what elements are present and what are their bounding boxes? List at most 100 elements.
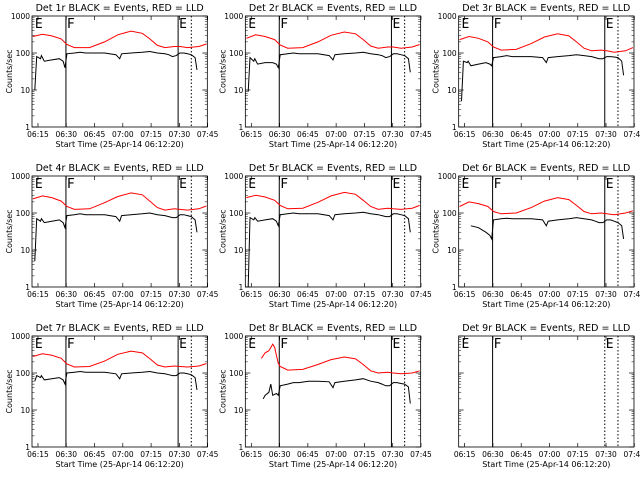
plot-frame	[31, 335, 208, 448]
y-axis-label: Counts/sec	[432, 49, 441, 93]
y-tick-label: 100	[442, 49, 457, 58]
y-axis-label: Counts/sec	[218, 209, 227, 253]
y-tick-label: 1000	[11, 172, 30, 181]
x-tick-label: 07:00	[112, 290, 134, 299]
x-tick-label: 06:15	[27, 130, 49, 139]
y-tick-label: 1	[25, 443, 30, 452]
x-tick-label: 06:15	[240, 450, 262, 459]
x-tick-label: 07:00	[112, 450, 134, 459]
lld-series-line	[246, 31, 420, 49]
x-tick-label: 06:45	[84, 130, 106, 139]
plot-frame	[31, 15, 208, 128]
flag-label-f: F	[494, 17, 502, 32]
y-tick-label: 10	[447, 86, 457, 95]
plot-frame	[458, 15, 635, 128]
x-tick-label: 07:30	[595, 130, 617, 139]
y-tick-label: 10	[234, 86, 244, 95]
y-axis-label: Counts/sec	[218, 369, 227, 413]
y-tick-label: 1000	[438, 172, 457, 181]
plot-frame	[458, 335, 635, 448]
y-tick-label: 100	[229, 369, 244, 378]
x-tick-label: 07:00	[539, 290, 561, 299]
y-tick-label: 1	[239, 443, 244, 452]
x-tick-label: 07:30	[595, 450, 617, 459]
x-axis-label: Start Time (25-Apr-14 06:12:20)	[56, 140, 184, 149]
x-tick-label: 07:15	[354, 290, 376, 299]
y-tick-label: 1000	[224, 332, 243, 341]
lld-series-line	[246, 191, 420, 210]
x-tick-label: 06:15	[454, 450, 476, 459]
flag-label-e: E	[392, 337, 400, 352]
flag-label-e: E	[35, 337, 43, 352]
y-tick-label: 10	[234, 406, 244, 415]
x-tick-label: 06:15	[27, 290, 49, 299]
y-tick-label: 10	[447, 246, 457, 255]
x-tick-label: 07:15	[354, 130, 376, 139]
y-axis-label: Counts/sec	[218, 49, 227, 93]
y-axis-label: Counts/sec	[5, 369, 14, 413]
y-tick-label: 100	[16, 209, 31, 218]
x-tick-label: 07:30	[169, 450, 191, 459]
y-tick-label: 1	[25, 283, 30, 292]
flag-label-e: E	[392, 17, 400, 32]
x-tick-label: 06:15	[240, 130, 262, 139]
x-tick-label: 07:15	[140, 290, 162, 299]
y-tick-label: 10	[20, 86, 30, 95]
x-tick-label: 06:30	[269, 130, 291, 139]
flag-label-e: E	[35, 177, 43, 192]
x-tick-label: 06:45	[297, 290, 319, 299]
x-axis-label: Start Time (25-Apr-14 06:12:20)	[482, 300, 610, 309]
x-tick-label: 07:45	[410, 290, 432, 299]
lld-series-line	[32, 30, 207, 49]
panel-det-8: Det 8r BLACK = Events, RED = LLD 06:15 06:…	[218, 323, 432, 469]
x-tick-label: 07:30	[382, 450, 404, 459]
x-axis-label: Start Time (25-Apr-14 06:12:20)	[482, 460, 610, 469]
flag-label-e: E	[248, 177, 256, 192]
x-axis-label: Start Time (25-Apr-14 06:12:20)	[56, 300, 184, 309]
y-tick-label: 1000	[11, 332, 30, 341]
x-axis-label: Start Time (25-Apr-14 06:12:20)	[269, 140, 397, 149]
panel-title: Det 4r BLACK = Events, RED = LLD	[36, 163, 204, 174]
flag-label-e: E	[179, 177, 187, 192]
x-tick-label: 07:45	[623, 290, 640, 299]
x-tick-label: 07:00	[325, 450, 347, 459]
lld-series-line	[32, 350, 207, 368]
x-tick-label: 07:45	[623, 450, 640, 459]
y-tick-label: 10	[234, 246, 244, 255]
x-tick-label: 06:30	[55, 290, 77, 299]
flag-label-e: E	[606, 177, 614, 192]
x-tick-label: 07:45	[623, 130, 640, 139]
flag-label-f: F	[67, 17, 75, 32]
events-series-line	[247, 51, 411, 92]
y-axis-label: Counts/sec	[432, 209, 441, 253]
panel-title: Det 7r BLACK = Events, RED = LLD	[36, 323, 204, 334]
x-tick-label: 07:45	[197, 130, 219, 139]
plot-frame	[244, 175, 422, 288]
y-axis-label: Counts/sec	[5, 49, 14, 93]
y-tick-label: 100	[16, 49, 31, 58]
panel-det-6: Det 6r BLACK = Events, RED = LLD 06:15 06:…	[432, 163, 640, 309]
x-tick-label: 07:30	[595, 290, 617, 299]
flag-label-e: E	[462, 177, 470, 192]
panel-title: Det 5r BLACK = Events, RED = LLD	[249, 163, 417, 174]
x-tick-label: 07:00	[539, 450, 561, 459]
lld-series-line	[32, 192, 207, 211]
y-axis-label: Counts/sec	[5, 209, 14, 253]
lld-series-line	[260, 343, 420, 375]
y-tick-label: 10	[20, 406, 30, 415]
plot-frame	[31, 175, 208, 288]
panel-title: Det 6r BLACK = Events, RED = LLD	[462, 163, 630, 174]
y-tick-label: 1	[239, 123, 244, 132]
panel-det-5: Det 5r BLACK = Events, RED = LLD 06:15 06:…	[218, 163, 432, 309]
x-tick-label: 06:45	[510, 130, 532, 139]
plot-frame	[244, 15, 422, 128]
panel-title: Det 1r BLACK = Events, RED = LLD	[36, 3, 204, 14]
flag-label-e: E	[606, 337, 614, 352]
flag-label-e: E	[462, 337, 470, 352]
x-tick-label: 07:15	[140, 130, 162, 139]
x-tick-label: 07:45	[410, 450, 432, 459]
y-tick-label: 1000	[224, 172, 243, 181]
y-tick-label: 1000	[224, 12, 243, 21]
flag-label-e: E	[248, 337, 256, 352]
